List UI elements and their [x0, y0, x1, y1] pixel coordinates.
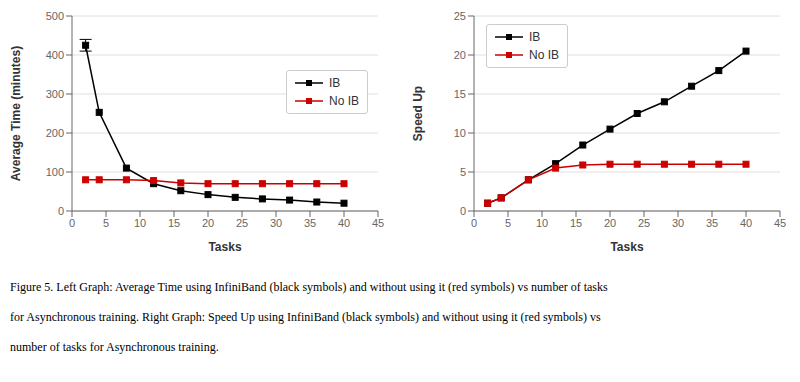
svg-text:10: 10: [134, 217, 146, 229]
svg-text:200: 200: [46, 127, 64, 139]
svg-text:45: 45: [774, 217, 786, 229]
html-text:No IB: No IB: [529, 48, 559, 62]
html-text:IB: IB: [529, 30, 541, 44]
svg-text:500: 500: [46, 10, 64, 22]
svg-text:25: 25: [454, 10, 466, 22]
svg-text:30: 30: [672, 217, 684, 229]
svg-text:25: 25: [236, 217, 248, 229]
svg-text:0: 0: [460, 205, 466, 217]
svg-text:15: 15: [570, 217, 582, 229]
svg-text:300: 300: [46, 88, 64, 100]
svg-text:5: 5: [460, 166, 466, 178]
svg-text:35: 35: [706, 217, 718, 229]
svg-text:45: 45: [372, 217, 384, 229]
html-text:for Asynchronous training. Rig: for Asynchronous training. Right Graph: …: [10, 310, 601, 324]
svg-text:20: 20: [604, 217, 616, 229]
svg-text:5: 5: [505, 217, 511, 229]
svg-text:35: 35: [304, 217, 316, 229]
svg-text:10: 10: [536, 217, 548, 229]
html-text:No IB: No IB: [329, 94, 359, 109]
svg-text:15: 15: [168, 217, 180, 229]
svg-text:20: 20: [454, 49, 466, 61]
svg-text:40: 40: [740, 217, 752, 229]
html-text:number of tasks for Asynchrono: number of tasks for Asynchronous trainin…: [10, 340, 219, 354]
svg-text:100: 100: [46, 166, 64, 178]
svg-text:Tasks: Tasks: [208, 240, 241, 254]
svg-text:0: 0: [69, 217, 75, 229]
html-text:IB: IB: [329, 76, 341, 91]
svg-text:20: 20: [202, 217, 214, 229]
html-text:Figure 5. Left Graph: Average: Figure 5. Left Graph: Average Time using…: [10, 280, 608, 294]
svg-text:40: 40: [338, 217, 350, 229]
svg-text:30: 30: [270, 217, 282, 229]
svg-text:Speed Up: Speed Up: [411, 86, 425, 141]
svg-text:0: 0: [471, 217, 477, 229]
svg-text:10: 10: [454, 127, 466, 139]
svg-text:15: 15: [454, 88, 466, 100]
svg-text:25: 25: [638, 217, 650, 229]
svg-text:400: 400: [46, 49, 64, 61]
svg-text:5: 5: [103, 217, 109, 229]
svg-text:0: 0: [58, 205, 64, 217]
svg-text:Tasks: Tasks: [610, 240, 643, 254]
svg-text:Average Time (minutes): Average Time (minutes): [9, 46, 23, 181]
